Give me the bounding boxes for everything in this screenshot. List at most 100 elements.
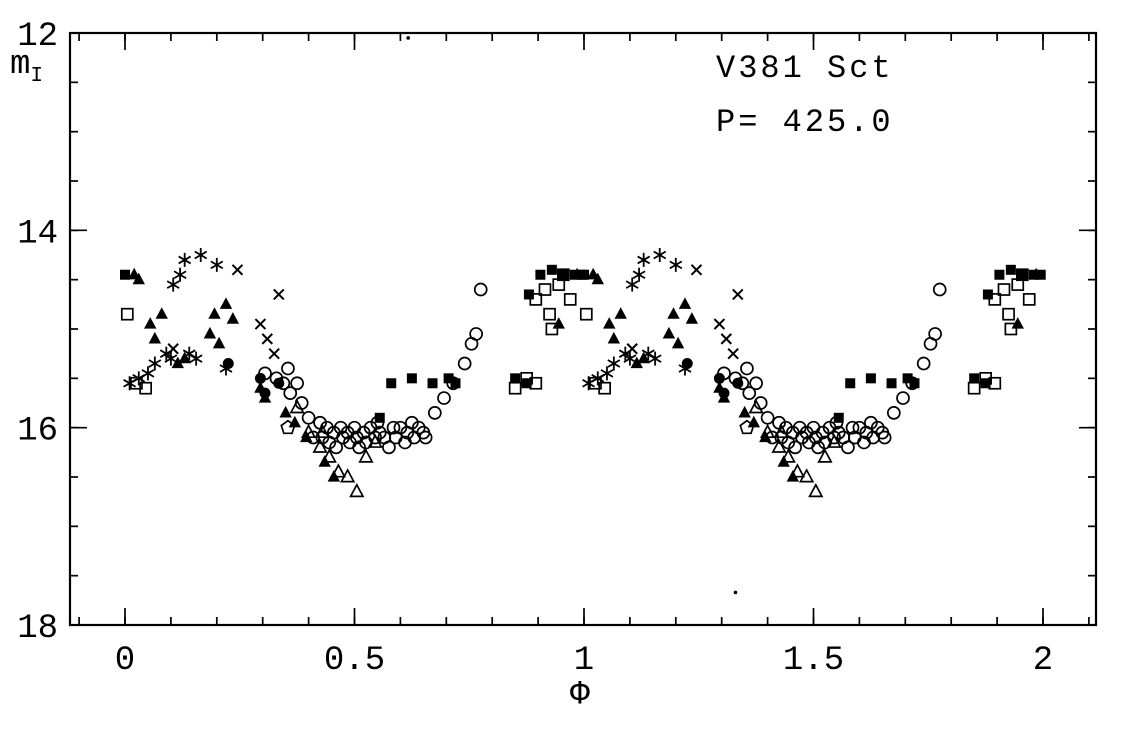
filled-square-marker <box>969 373 980 384</box>
filled-triangle-marker <box>637 351 650 364</box>
filled-triangle-marker <box>671 336 685 349</box>
open-circle-marker <box>864 415 878 430</box>
filled-square-marker <box>902 373 913 384</box>
filled-triangle-marker <box>667 307 680 319</box>
open-circle-marker <box>427 406 442 420</box>
open-square-marker <box>579 307 593 321</box>
open-circle-marker <box>815 425 830 440</box>
filled-square-marker <box>845 378 856 389</box>
open-square-marker <box>139 381 153 395</box>
filled-square-marker <box>1017 269 1028 280</box>
open-circle-marker <box>760 410 775 425</box>
open-circle-marker <box>852 420 867 435</box>
open-circle-marker <box>418 430 433 445</box>
filled-square-marker <box>546 264 557 275</box>
filled-square-marker <box>523 289 534 300</box>
open-circle-marker <box>473 282 488 297</box>
filled-triangle-marker <box>662 326 676 339</box>
x-tick-label: 2 <box>1033 642 1053 680</box>
filled-triangle-marker <box>212 336 226 349</box>
open-circle-marker <box>896 391 910 405</box>
filled-square-marker <box>980 378 991 389</box>
asterisk-marker <box>166 277 180 292</box>
filled-triangle-marker <box>171 356 184 369</box>
filled-triangle-marker <box>759 430 772 443</box>
open-circle-marker <box>932 282 947 297</box>
cross-marker <box>268 347 280 360</box>
open-square-marker <box>967 381 981 395</box>
x-axis-label: Φ <box>570 676 590 713</box>
y-tick-label: 14 <box>17 215 58 253</box>
star-name-annotation: V381 Sct <box>716 50 894 87</box>
open-square-marker <box>1015 268 1029 282</box>
filled-square-marker <box>982 289 993 300</box>
filled-square-marker <box>1028 269 1039 280</box>
filled-square-marker <box>120 269 130 280</box>
y-tick-label: 16 <box>17 413 58 451</box>
open-circle-marker <box>469 327 483 341</box>
open-triangle-marker <box>808 482 824 498</box>
cross-marker <box>273 288 285 301</box>
filled-square-marker <box>443 373 454 384</box>
open-circle-marker <box>742 386 757 400</box>
cross-marker <box>254 318 267 330</box>
filled-triangle-marker <box>738 405 751 418</box>
filled-square-marker <box>569 269 580 280</box>
open-circle-marker <box>386 420 401 435</box>
open-triangle-marker <box>798 468 815 483</box>
y-tick-label: 12 <box>17 18 58 56</box>
open-square-marker <box>545 322 559 336</box>
filled-circle-marker <box>259 387 271 399</box>
y-axis-label-sub: I <box>30 64 44 88</box>
filled-circle-marker <box>732 377 744 389</box>
open-circle-marker <box>811 440 825 455</box>
filled-square-marker <box>535 269 546 280</box>
asterisk-marker <box>623 351 637 366</box>
filled-circle-marker <box>254 372 266 384</box>
filled-triangle-marker <box>591 272 604 285</box>
filled-square-marker <box>386 378 397 389</box>
cross-marker <box>690 264 703 276</box>
filled-circle-marker <box>713 372 725 384</box>
stray-dot-marker <box>406 36 411 40</box>
open-square-marker <box>1002 307 1015 321</box>
filled-triangle-marker <box>155 307 168 319</box>
open-square-marker <box>556 268 570 282</box>
open-circle-marker <box>411 420 426 435</box>
open-circle-marker <box>336 430 350 445</box>
open-circle-marker <box>356 425 371 440</box>
filled-square-marker <box>558 269 569 280</box>
open-square-marker <box>120 307 134 321</box>
asterisk-marker <box>141 366 155 381</box>
open-triangle-marker <box>748 399 764 414</box>
open-circle-marker <box>301 410 316 425</box>
filled-circle-marker <box>718 387 730 399</box>
cross-marker <box>727 347 739 360</box>
open-circle-marker <box>788 440 802 455</box>
open-triangle-marker <box>289 399 305 414</box>
asterisk-marker <box>148 356 162 371</box>
open-triangle-marker <box>771 438 787 453</box>
open-pentagon-marker <box>739 419 755 435</box>
cross-marker <box>231 264 244 276</box>
open-circle-marker <box>792 420 807 435</box>
filled-square-marker <box>886 378 897 389</box>
filled-square-marker <box>909 378 920 389</box>
open-square-marker <box>598 381 612 395</box>
open-circle-marker <box>281 361 295 376</box>
filled-square-marker <box>427 378 438 389</box>
open-triangle-marker <box>339 468 356 483</box>
asterisk-marker <box>178 252 192 267</box>
open-circle-marker <box>437 391 451 405</box>
filled-circle-marker <box>273 377 285 389</box>
open-square-marker <box>997 283 1011 296</box>
filled-triangle-marker <box>219 297 233 309</box>
filled-triangle-marker <box>148 331 162 344</box>
filled-square-marker <box>450 378 461 389</box>
filled-square-marker <box>521 378 532 389</box>
period-annotation: P= 425.0 <box>716 104 894 141</box>
open-triangle-marker <box>312 438 328 453</box>
open-circle-marker <box>382 440 396 455</box>
cross-marker <box>713 318 726 330</box>
filled-triangle-marker <box>279 405 292 418</box>
